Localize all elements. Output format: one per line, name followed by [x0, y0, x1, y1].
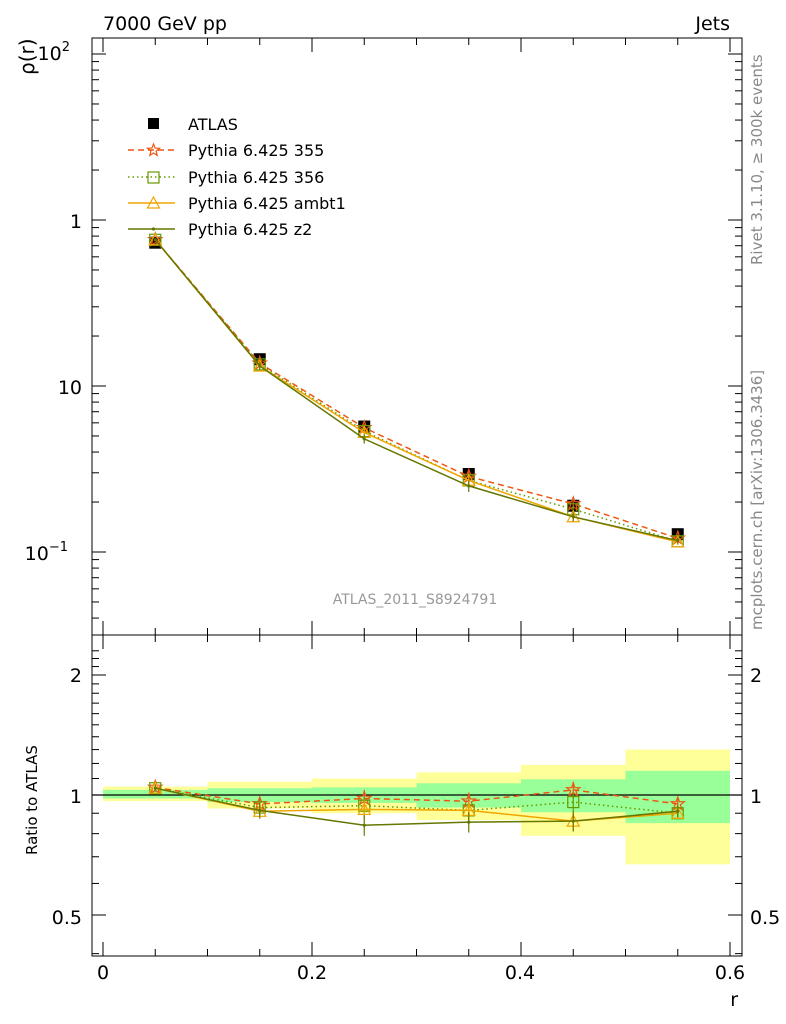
rivet-version-label: Rivet 3.1.10, ≥ 300k events: [748, 54, 766, 265]
ratio-point-z2: [676, 809, 680, 813]
main-y-tick-labels: 102 1 10 10−1: [25, 40, 82, 565]
x-tick-label-0.4: 0.4: [505, 962, 535, 984]
x-tick-label-0.6: 0.6: [715, 962, 745, 984]
ratio-point-z2: [467, 820, 471, 824]
main-point-z2: [571, 515, 575, 519]
legend-entry-355: Pythia 6.425 355: [128, 141, 324, 160]
ratio-y-tick-left-2: 2: [70, 665, 82, 687]
ratio-line-p356: [155, 787, 678, 814]
ratio-line-p355: [155, 786, 678, 805]
ratio-y-tick-labels: 0.5 1 2 0.5 1 2: [52, 665, 780, 929]
ratio-y-tick-right-2: 2: [750, 665, 762, 687]
main-line-z2: [154, 239, 678, 542]
ratio-y-tick-right-0.5: 0.5: [750, 907, 780, 929]
ratio-y-tick-right-1: 1: [750, 786, 762, 808]
ratio-axis-ticks: [92, 635, 742, 956]
legend-entry-356: Pythia 6.425 356: [128, 168, 324, 187]
main-series-layer: [146, 230, 687, 548]
legend-z2-label: Pythia 6.425 z2: [188, 220, 312, 239]
legend-z2-dot: [151, 227, 156, 231]
ratio-point-p356: [567, 795, 580, 809]
ratio-y-tick-left-0.5: 0.5: [52, 907, 82, 929]
main-point-ambt1: [252, 358, 267, 372]
main-line-p356: [154, 239, 679, 543]
legend-355-star: [145, 142, 162, 157]
y-tick-exponent-0.1: −1: [49, 540, 68, 555]
main-point-z2: [362, 437, 366, 441]
legend-entry-atlas: ATLAS: [148, 115, 238, 134]
y-tick-label-0.1: 10−1: [25, 540, 68, 565]
legend-atlas-marker: [148, 118, 159, 129]
ratio-point-z2: [571, 819, 575, 823]
y-tick-label-10: 1: [70, 211, 82, 233]
ratio-panel: 0.5 1 2 0.5 1 2 Ratio to ATLAS 0 0.2 0.4…: [23, 634, 780, 1011]
main-point-z2: [258, 364, 262, 368]
legend-entry-ambt1: Pythia 6.425 ambt1: [128, 194, 346, 213]
y-tick-exponent-100: 2: [62, 40, 70, 55]
analysis-watermark: ATLAS_2011_S8924791: [333, 592, 498, 608]
main-point-z2: [676, 539, 680, 543]
mcplots-reference-label: mcplots.cern.ch [arXiv:1306.3436]: [748, 370, 766, 630]
ratio-point-z2: [362, 823, 366, 827]
ratio-line-z2: [155, 787, 678, 826]
main-y-axis-label: ρ(r): [15, 38, 39, 75]
main-point-z2: [467, 484, 471, 488]
legend-ambt1-label: Pythia 6.425 ambt1: [188, 194, 346, 213]
ratio-point-z2: [153, 786, 157, 790]
ratio-uncertainty-bands: [103, 749, 730, 865]
ratio-point-z2: [258, 808, 262, 812]
y-tick-base-100: 10: [38, 43, 62, 65]
ratio-y-axis-label: Ratio to ATLAS: [23, 745, 41, 855]
x-tick-label-0: 0: [97, 962, 109, 984]
main-distribution-panel: 102 1 10 10−1 ρ(r) ATLAS_2011_S8924791: [15, 37, 743, 636]
main-point-ambt1: [148, 232, 163, 246]
ratio-y-tick-left-1: 1: [70, 786, 82, 808]
x-tick-label-0.2: 0.2: [297, 962, 327, 984]
legend: ATLAS Pythia 6.425 355 Pythia 6.425 356 …: [128, 115, 346, 239]
ratio-point-ambt1: [670, 805, 685, 819]
ratio-point-ambt1: [357, 802, 372, 816]
legend-356-square: [147, 171, 160, 184]
legend-356-label: Pythia 6.425 356: [188, 168, 324, 187]
ratio-point-p355: [564, 781, 582, 797]
main-point-ambt1: [670, 534, 685, 548]
process-title: Jets: [694, 13, 730, 35]
ratio-point-ambt1: [148, 780, 163, 794]
main-line-ambt1: [154, 239, 678, 543]
legend-355-label: Pythia 6.425 355: [188, 141, 324, 160]
y-tick-base-0.1: 10: [25, 543, 49, 565]
legend-entry-z2: Pythia 6.425 z2: [128, 220, 312, 239]
main-axis-ticks: [92, 38, 742, 635]
x-tick-labels: 0 0.2 0.4 0.6: [97, 962, 745, 984]
main-line-p355: [154, 239, 679, 540]
collision-energy-title: 7000 GeV pp: [103, 13, 227, 35]
x-axis-label: r: [730, 989, 738, 1011]
main-point-z2: [153, 238, 157, 242]
y-tick-label-1: 10: [58, 377, 82, 399]
y-tick-label-100: 102: [38, 40, 70, 65]
legend-atlas-label: ATLAS: [188, 115, 238, 134]
legend-ambt1-triangle: [146, 195, 161, 209]
ratio-series-layer: [146, 778, 687, 836]
